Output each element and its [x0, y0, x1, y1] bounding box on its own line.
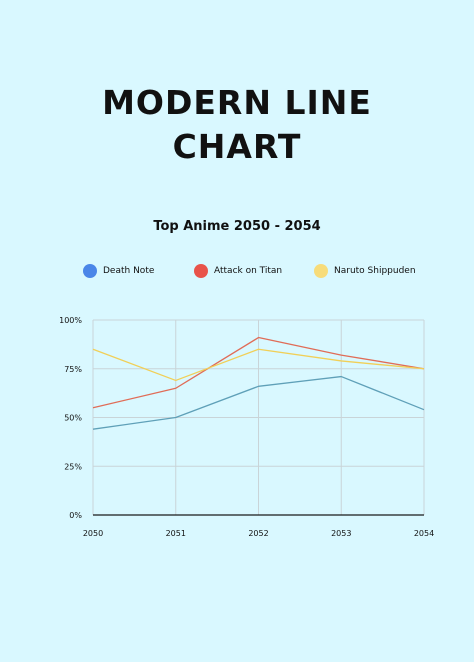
legend-label-attack-on-titan: Attack on Titan: [214, 266, 283, 276]
x-tick-label: 2050: [83, 529, 103, 538]
page-title-line-2: CHART: [172, 127, 302, 166]
legend-marker-attack-on-titan: [194, 264, 208, 278]
x-tick-label: 2051: [166, 529, 186, 538]
page-title-line-1: MODERN LINE: [102, 83, 372, 122]
x-tick-label: 2053: [331, 529, 351, 538]
y-tick-label: 50%: [64, 414, 82, 423]
tick-labels: 0% 25% 50% 75% 100% 2050 2051 2052 2053 2054: [59, 316, 434, 538]
legend-label-death-note: Death Note: [103, 266, 155, 276]
series-line-naruto-shippuden: [92, 348, 425, 382]
y-tick-label: 0%: [69, 511, 82, 520]
y-tick-label: 25%: [64, 462, 82, 471]
x-tick-label: 2052: [248, 529, 268, 538]
legend-marker-naruto-shippuden: [314, 264, 328, 278]
legend-item-naruto-shippuden: Naruto Shippuden: [314, 263, 416, 279]
y-tick-label: 75%: [64, 365, 82, 374]
grid-lines: [92, 319, 425, 515]
y-tick-label: 100%: [59, 316, 82, 325]
chart-title: Top Anime 2050 - 2054: [153, 219, 321, 234]
legend-item-attack-on-titan: Attack on Titan: [194, 263, 282, 279]
legend-item-death-note: Death Note: [83, 263, 154, 279]
x-tick-label: 2054: [414, 529, 434, 538]
legend-marker-death-note: [83, 264, 97, 278]
series-line-death-note: [92, 375, 425, 430]
series-lines: [92, 336, 425, 430]
legend-label-naruto-shippuden: Naruto Shippuden: [334, 266, 416, 276]
series-line-attack-on-titan: [92, 336, 425, 409]
